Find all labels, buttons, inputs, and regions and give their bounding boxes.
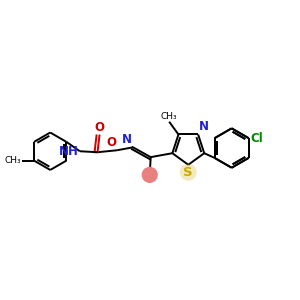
Text: N: N — [122, 133, 132, 146]
Text: S: S — [184, 166, 193, 179]
Text: N: N — [199, 121, 209, 134]
Text: CH₃: CH₃ — [161, 112, 178, 121]
Circle shape — [142, 167, 157, 182]
Text: O: O — [94, 122, 104, 134]
Text: NH: NH — [59, 145, 79, 158]
Text: CH₃: CH₃ — [4, 156, 21, 165]
Text: O: O — [106, 136, 116, 149]
Text: Cl: Cl — [251, 132, 263, 145]
